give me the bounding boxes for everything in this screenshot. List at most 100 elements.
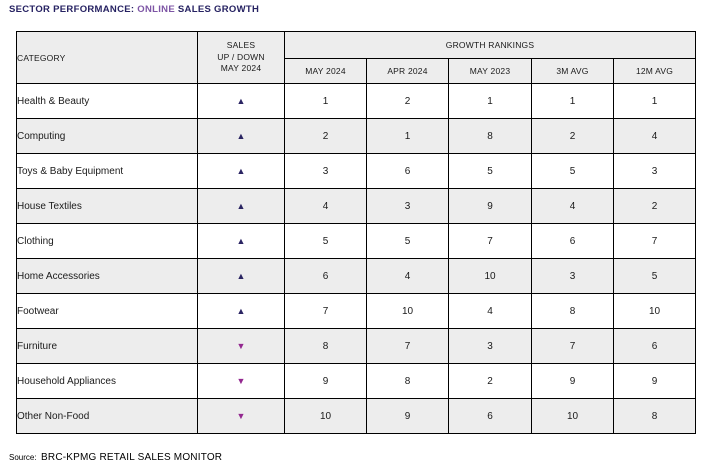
sales-direction-cell: ▼ xyxy=(197,363,285,399)
table-row: Other Non-Food ▼ 10 9 6 10 8 xyxy=(16,398,697,434)
ranking-cell: 3 xyxy=(284,153,367,189)
sales-direction-cell: ▲ xyxy=(197,293,285,329)
sales-direction-cell: ▲ xyxy=(197,258,285,294)
source-line: Source: BRC-KPMG RETAIL SALES MONITOR xyxy=(9,447,222,465)
ranking-cell: 8 xyxy=(366,363,449,399)
category-cell: Furniture xyxy=(16,328,198,364)
sales-direction-cell: ▲ xyxy=(197,118,285,154)
ranking-cell: 2 xyxy=(448,363,532,399)
ranking-cell: 1 xyxy=(612,83,697,119)
ranking-cell: 1 xyxy=(531,83,614,119)
ranking-cell: 5 xyxy=(366,223,449,259)
ranking-cell: 7 xyxy=(612,223,697,259)
ranking-cell: 10 xyxy=(448,258,532,294)
table-row: Household Appliances ▼ 9 8 2 9 9 xyxy=(16,363,697,399)
column-subheader-3m-avg: 3M AVG xyxy=(531,58,614,84)
table-row: Toys & Baby Equipment ▲ 3 6 5 5 3 xyxy=(16,153,697,189)
table-row: Footwear ▲ 7 10 4 8 10 xyxy=(16,293,697,329)
category-cell: Toys & Baby Equipment xyxy=(16,153,198,189)
up-triangle-icon: ▲ xyxy=(236,201,246,211)
up-triangle-icon: ▲ xyxy=(236,236,246,246)
ranking-cell: 4 xyxy=(448,293,532,329)
page-title: SECTOR PERFORMANCE: ONLINE SALES GROWTH xyxy=(9,4,259,15)
column-header-sales-updown: SALES UP / DOWN MAY 2024 xyxy=(197,31,285,84)
category-cell: House Textiles xyxy=(16,188,198,224)
source-text: BRC-KPMG RETAIL SALES MONITOR xyxy=(41,452,223,463)
ranking-cell: 6 xyxy=(531,223,614,259)
ranking-cell: 2 xyxy=(531,118,614,154)
page-title-part2: SALES GROWTH xyxy=(174,4,260,15)
up-triangle-icon: ▲ xyxy=(236,131,246,141)
ranking-cell: 6 xyxy=(612,328,697,364)
ranking-cell: 7 xyxy=(531,328,614,364)
sales-direction-cell: ▲ xyxy=(197,188,285,224)
ranking-cell: 3 xyxy=(531,258,614,294)
table-row: House Textiles ▲ 4 3 9 4 2 xyxy=(16,188,697,224)
ranking-cell: 5 xyxy=(531,153,614,189)
ranking-cell: 6 xyxy=(366,153,449,189)
table-row: Health & Beauty ▲ 1 2 1 1 1 xyxy=(16,83,697,119)
table-row: Furniture ▼ 8 7 3 7 6 xyxy=(16,328,697,364)
category-cell: Computing xyxy=(16,118,198,154)
ranking-cell: 10 xyxy=(531,398,614,434)
ranking-cell: 9 xyxy=(531,363,614,399)
up-triangle-icon: ▲ xyxy=(236,271,246,281)
table-row: Clothing ▲ 5 5 7 6 7 xyxy=(16,223,697,259)
source-label: Source: xyxy=(9,453,37,462)
ranking-cell: 3 xyxy=(366,188,449,224)
sales-direction-cell: ▼ xyxy=(197,328,285,364)
up-triangle-icon: ▲ xyxy=(236,166,246,176)
sales-direction-cell: ▲ xyxy=(197,83,285,119)
category-cell: Clothing xyxy=(16,223,198,259)
ranking-cell: 8 xyxy=(284,328,367,364)
ranking-cell: 8 xyxy=(448,118,532,154)
down-triangle-icon: ▼ xyxy=(236,411,246,421)
ranking-cell: 7 xyxy=(448,223,532,259)
column-subheader-apr-2024: APR 2024 xyxy=(366,58,449,84)
page-title-part1: SECTOR PERFORMANCE: xyxy=(9,4,138,15)
sales-direction-cell: ▲ xyxy=(197,153,285,189)
category-cell: Footwear xyxy=(16,293,198,329)
ranking-cell: 10 xyxy=(612,293,697,329)
ranking-cell: 1 xyxy=(366,118,449,154)
ranking-cell: 6 xyxy=(448,398,532,434)
up-triangle-icon: ▲ xyxy=(236,96,246,106)
ranking-cell: 9 xyxy=(612,363,697,399)
ranking-cell: 5 xyxy=(612,258,697,294)
column-subheader-may-2023: MAY 2023 xyxy=(448,58,532,84)
ranking-cell: 4 xyxy=(612,118,697,154)
ranking-cell: 9 xyxy=(448,188,532,224)
ranking-cell: 5 xyxy=(448,153,532,189)
down-triangle-icon: ▼ xyxy=(236,376,246,386)
ranking-cell: 10 xyxy=(366,293,449,329)
ranking-cell: 3 xyxy=(448,328,532,364)
ranking-cell: 1 xyxy=(284,83,367,119)
column-subheader-12m-avg: 12M AVG xyxy=(612,58,697,84)
ranking-cell: 2 xyxy=(612,188,697,224)
ranking-cell: 2 xyxy=(284,118,367,154)
ranking-cell: 4 xyxy=(531,188,614,224)
table-row: Home Accessories ▲ 6 4 10 3 5 xyxy=(16,258,697,294)
column-header-growth-rankings: GROWTH RANKINGS xyxy=(283,31,697,59)
category-cell: Home Accessories xyxy=(16,258,198,294)
down-triangle-icon: ▼ xyxy=(236,341,246,351)
ranking-cell: 8 xyxy=(612,398,697,434)
ranking-cell: 4 xyxy=(284,188,367,224)
ranking-cell: 3 xyxy=(612,153,697,189)
column-subheader-may-2024: MAY 2024 xyxy=(284,58,367,84)
category-cell: Household Appliances xyxy=(16,363,198,399)
category-cell: Health & Beauty xyxy=(16,83,198,119)
ranking-cell: 7 xyxy=(284,293,367,329)
up-triangle-icon: ▲ xyxy=(236,306,246,316)
ranking-cell: 7 xyxy=(366,328,449,364)
ranking-cell: 2 xyxy=(366,83,449,119)
table-row: Computing ▲ 2 1 8 2 4 xyxy=(16,118,697,154)
ranking-cell: 10 xyxy=(284,398,367,434)
ranking-cell: 8 xyxy=(531,293,614,329)
sales-direction-cell: ▲ xyxy=(197,223,285,259)
sector-performance-table: CATEGORY SALES UP / DOWN MAY 2024 GROWTH… xyxy=(16,31,697,434)
ranking-cell: 6 xyxy=(284,258,367,294)
column-header-category: CATEGORY xyxy=(16,31,198,84)
ranking-cell: 5 xyxy=(284,223,367,259)
